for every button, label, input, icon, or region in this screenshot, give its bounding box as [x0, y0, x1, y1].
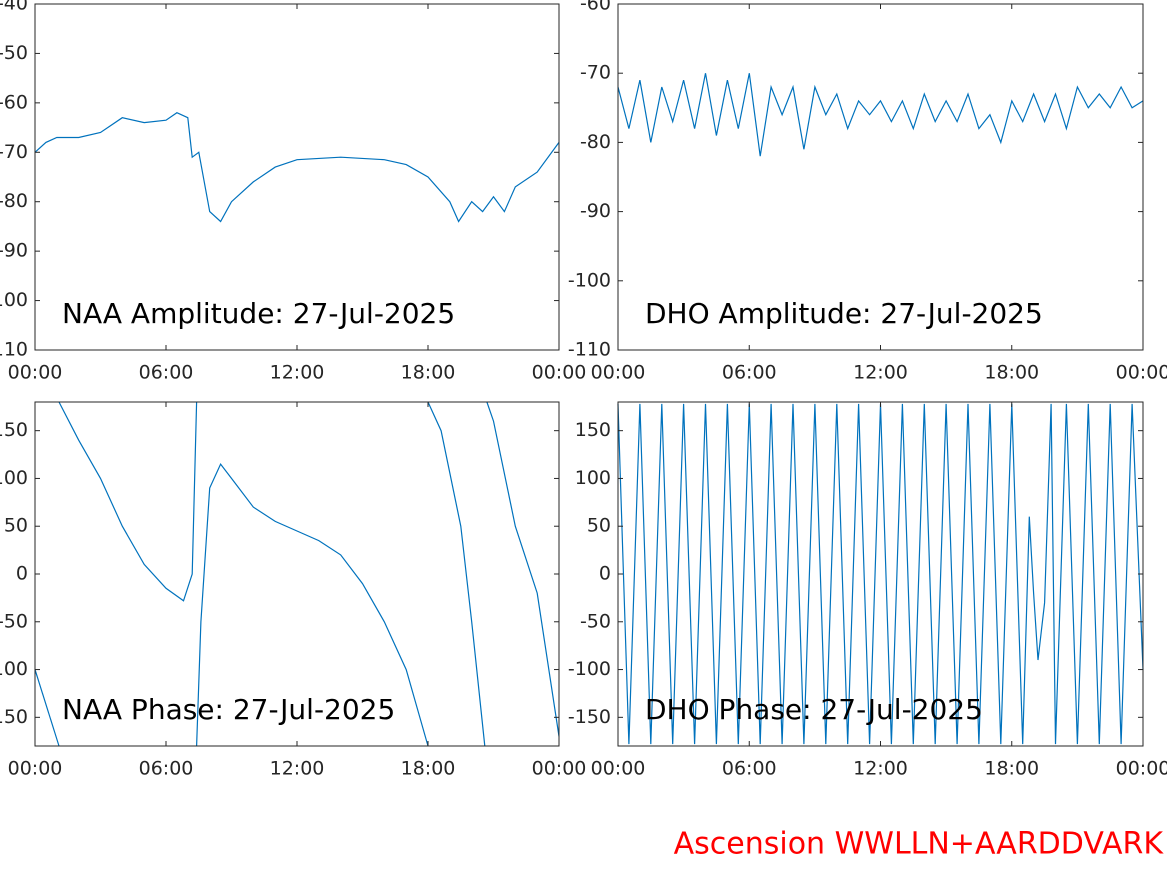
- y-tick-label: -90: [580, 200, 611, 222]
- y-tick-label: -110: [568, 339, 611, 361]
- y-tick-label: -150: [568, 706, 611, 728]
- x-tick-label: 06:00: [722, 758, 777, 780]
- y-tick-label: -110: [0, 339, 28, 361]
- x-tick-label: 18:00: [401, 758, 456, 780]
- y-tick-label: -80: [580, 131, 611, 153]
- y-tick-label: 50: [587, 515, 611, 537]
- x-tick-label: 12:00: [270, 758, 325, 780]
- chart-title: NAA Phase: 27-Jul-2025: [62, 693, 395, 726]
- data-line: [34, 112, 560, 223]
- y-tick-label: 0: [16, 563, 28, 585]
- data-line: [486, 401, 560, 737]
- x-tick-label: 18:00: [401, 362, 456, 384]
- y-tick-label: -150: [0, 706, 28, 728]
- footer: Ascension WWLLN+AARDDVARK: [674, 827, 1165, 862]
- y-tick-label: 100: [575, 467, 611, 489]
- x-tick-label: 00:00: [8, 362, 63, 384]
- data-line: [617, 73, 1144, 157]
- y-tick-label: -40: [0, 0, 28, 15]
- x-tick-label: 00:00: [1116, 758, 1167, 780]
- x-tick-label: 00:00: [1116, 362, 1167, 384]
- chart-title: NAA Amplitude: 27-Jul-2025: [62, 297, 455, 330]
- y-tick-label: -60: [580, 0, 611, 15]
- y-tick-label: 150: [575, 419, 611, 441]
- data-line: [427, 401, 486, 747]
- y-tick-label: -100: [568, 269, 611, 291]
- y-tick-label: -100: [568, 658, 611, 680]
- data-line: [196, 462, 429, 747]
- y-tick-label: -50: [580, 610, 611, 632]
- x-tick-label: 06:00: [722, 362, 777, 384]
- y-tick-label: 0: [599, 563, 611, 585]
- chart-title: DHO Amplitude: 27-Jul-2025: [645, 297, 1043, 330]
- y-tick-label: 50: [4, 515, 28, 537]
- x-tick-label: 12:00: [853, 758, 908, 780]
- x-tick-label: 06:00: [139, 362, 194, 384]
- x-tick-label: 18:00: [984, 362, 1039, 384]
- x-tick-label: 12:00: [270, 362, 325, 384]
- y-tick-label: -70: [580, 62, 611, 84]
- chart-title: DHO Phase: 27-Jul-2025: [645, 693, 983, 726]
- x-tick-label: 00:00: [532, 758, 587, 780]
- y-tick-label: -90: [0, 240, 28, 262]
- x-tick-label: 12:00: [853, 362, 908, 384]
- y-tick-label: 100: [0, 467, 28, 489]
- y-tick-label: -80: [0, 190, 28, 212]
- x-tick-label: 00:00: [8, 758, 63, 780]
- x-tick-label: 00:00: [591, 758, 646, 780]
- y-tick-label: -50: [0, 42, 28, 64]
- x-tick-label: 00:00: [591, 362, 646, 384]
- data-line: [58, 401, 198, 602]
- x-tick-label: 18:00: [984, 758, 1039, 780]
- y-tick-label: -50: [0, 610, 28, 632]
- x-tick-label: 00:00: [532, 362, 587, 384]
- y-tick-label: -60: [0, 91, 28, 113]
- y-tick-label: -70: [0, 141, 28, 163]
- data-line: [617, 403, 1144, 745]
- y-tick-label: -100: [0, 289, 28, 311]
- data-line: [34, 669, 60, 747]
- y-tick-label: 150: [0, 419, 28, 441]
- y-tick-label: -100: [0, 658, 28, 680]
- x-tick-label: 06:00: [139, 758, 194, 780]
